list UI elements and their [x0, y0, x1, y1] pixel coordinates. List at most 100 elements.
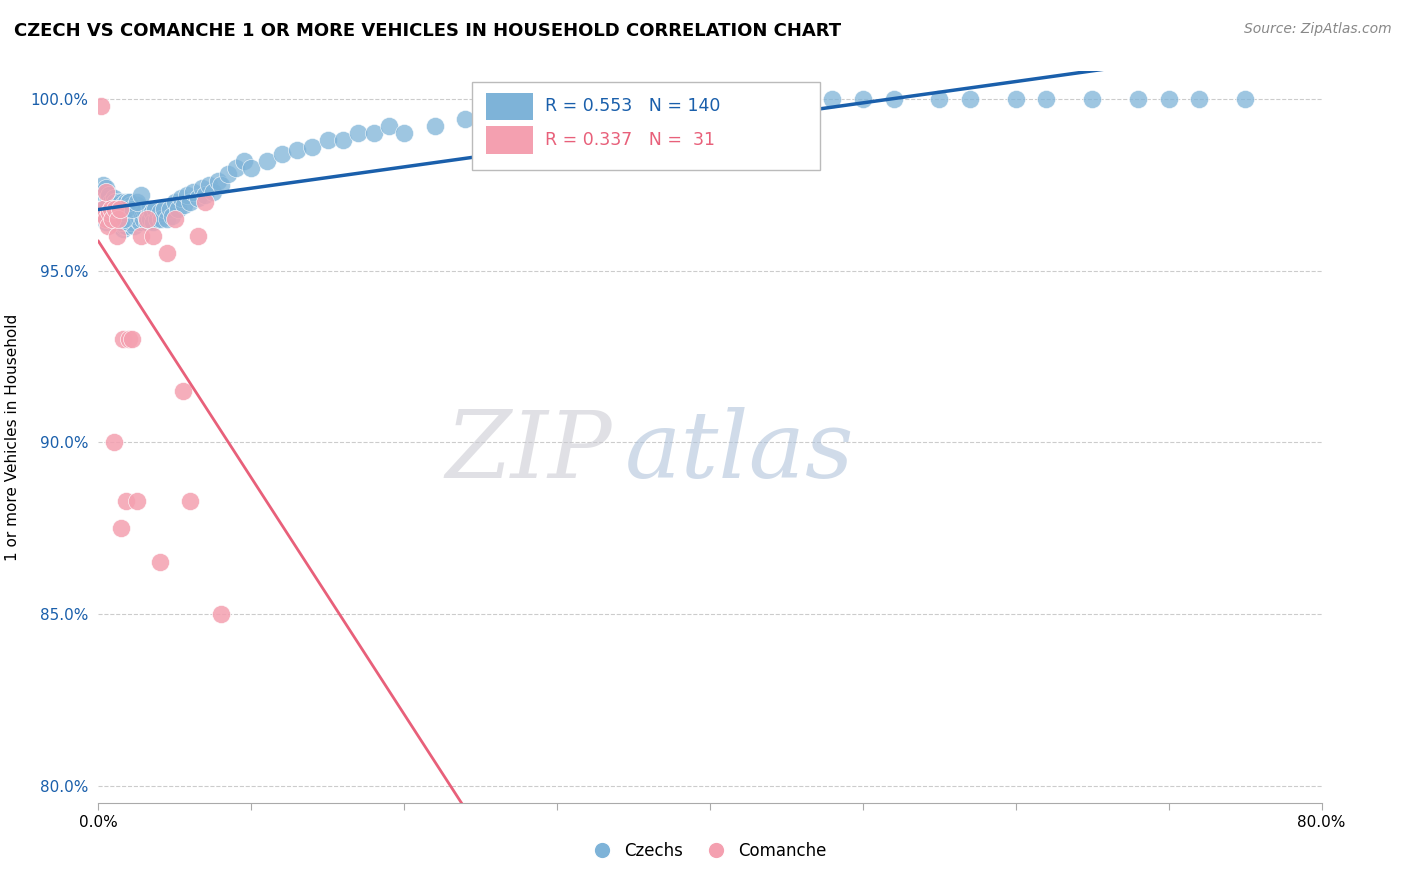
Point — [197, 178, 219, 192]
Point — [115, 219, 138, 233]
Point — [124, 205, 146, 219]
Point — [94, 181, 117, 195]
Point — [104, 209, 127, 223]
Point — [100, 194, 122, 209]
Point — [101, 198, 124, 212]
Point — [121, 202, 143, 216]
Point — [98, 212, 121, 227]
Point — [179, 194, 201, 209]
Point — [217, 167, 239, 181]
Point — [163, 212, 186, 227]
Point — [110, 215, 132, 229]
Point — [91, 202, 114, 216]
Point — [1234, 92, 1257, 106]
Point — [107, 215, 129, 229]
Point — [101, 212, 124, 227]
Point — [187, 191, 209, 205]
Point — [150, 212, 173, 227]
Point — [883, 92, 905, 106]
Point — [136, 215, 159, 229]
Point — [134, 202, 156, 216]
Point — [347, 126, 370, 140]
Point — [285, 144, 308, 158]
Point — [105, 198, 128, 212]
Point — [454, 112, 477, 127]
Point — [637, 102, 661, 116]
Point — [117, 202, 139, 216]
Point — [120, 212, 142, 227]
Legend: Czechs, Comanche: Czechs, Comanche — [593, 842, 827, 860]
Point — [118, 209, 141, 223]
Point — [576, 105, 599, 120]
Point — [94, 185, 117, 199]
Point — [105, 212, 128, 227]
Point — [93, 188, 115, 202]
Point — [115, 202, 138, 216]
Point — [149, 556, 172, 570]
Point — [501, 109, 523, 123]
Point — [107, 212, 129, 227]
Point — [135, 209, 157, 223]
Point — [94, 215, 117, 229]
Point — [108, 209, 131, 223]
Point — [821, 92, 844, 106]
Point — [111, 332, 134, 346]
Point — [138, 202, 160, 216]
Point — [112, 219, 135, 233]
Point — [90, 98, 112, 112]
Point — [103, 215, 125, 229]
Point — [516, 112, 538, 127]
Point — [100, 202, 122, 216]
Point — [121, 215, 143, 229]
Point — [108, 205, 131, 219]
Point — [103, 215, 125, 229]
Point — [93, 209, 115, 223]
Point — [111, 209, 134, 223]
Point — [668, 98, 690, 112]
Point — [141, 205, 163, 219]
Point — [125, 194, 148, 209]
Point — [112, 205, 135, 219]
Point — [191, 181, 214, 195]
Point — [270, 146, 292, 161]
Text: R = 0.337   N =  31: R = 0.337 N = 31 — [546, 131, 714, 149]
Point — [94, 202, 117, 216]
Point — [118, 332, 141, 346]
Point — [129, 188, 152, 202]
Point — [240, 161, 263, 175]
Point — [176, 188, 198, 202]
Point — [125, 212, 148, 227]
Point — [104, 194, 127, 209]
Y-axis label: 1 or more Vehicles in Household: 1 or more Vehicles in Household — [4, 313, 20, 561]
Point — [172, 384, 194, 398]
Point — [121, 332, 143, 346]
Point — [111, 198, 134, 212]
Point — [142, 229, 165, 244]
Point — [225, 161, 247, 175]
Point — [159, 202, 181, 216]
Point — [194, 194, 217, 209]
Point — [607, 102, 630, 116]
Text: Source: ZipAtlas.com: Source: ZipAtlas.com — [1244, 22, 1392, 37]
Point — [103, 191, 125, 205]
Point — [110, 521, 132, 535]
Point — [423, 120, 446, 134]
Point — [115, 194, 138, 209]
Point — [91, 178, 114, 192]
Point — [108, 219, 131, 233]
Text: atlas: atlas — [624, 407, 853, 497]
Point — [699, 98, 721, 112]
Point — [117, 215, 139, 229]
Point — [122, 205, 145, 219]
Point — [194, 188, 217, 202]
Point — [98, 205, 121, 219]
Point — [959, 92, 981, 106]
Point — [132, 212, 155, 227]
Point — [101, 209, 124, 223]
Point — [153, 202, 176, 216]
Point — [111, 205, 134, 219]
Point — [118, 194, 141, 209]
Point — [118, 194, 141, 209]
Point — [139, 212, 162, 227]
Point — [179, 493, 201, 508]
